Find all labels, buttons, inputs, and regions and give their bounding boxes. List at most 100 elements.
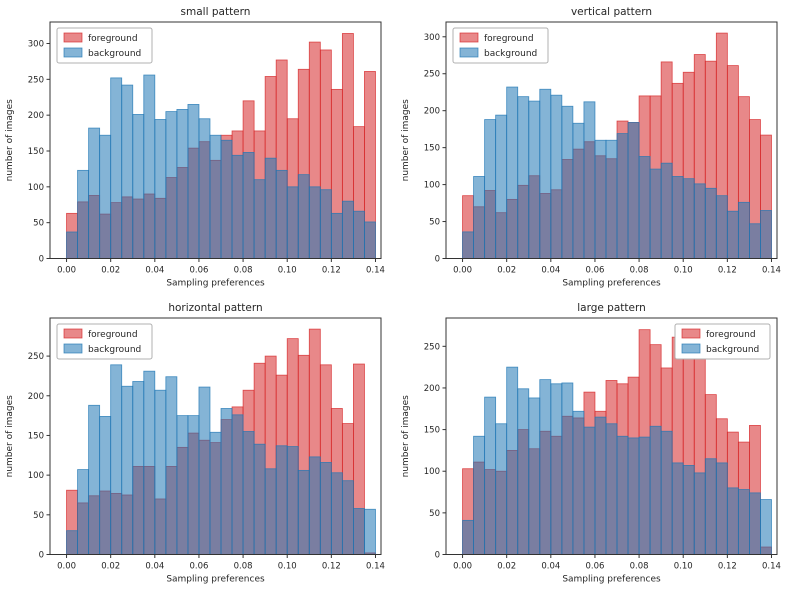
legend-label-background: background [88, 345, 141, 355]
y-tick-label: 50 [429, 218, 440, 228]
x-tick-label: 0.00 [57, 562, 76, 572]
histogram-bar [671, 462, 684, 555]
x-tick-label: 0.12 [718, 266, 737, 276]
histogram-bar [330, 472, 343, 555]
histogram-bar [528, 397, 541, 555]
histogram-bar [77, 469, 90, 555]
x-tick-label: 0.06 [189, 562, 208, 572]
histogram-bar [297, 469, 310, 555]
histogram-bar [484, 396, 497, 555]
histogram-bar [341, 200, 354, 259]
x-axis-label: Sampling preferences [166, 279, 265, 289]
x-tick-label: 0.14 [366, 562, 385, 572]
subplot-title: small pattern [181, 6, 251, 18]
histogram-bar [693, 183, 706, 259]
x-tick-label: 0.14 [762, 562, 781, 572]
histogram-bar [484, 119, 497, 259]
legend-swatch-background [681, 343, 701, 354]
x-axis-label: Sampling preferences [562, 279, 661, 289]
subplot-horizontal-pattern: 0.00 0.02 0.04 0.06 0.08 0.10 0.12 0.14 0 50 100 15… [0, 296, 396, 592]
histogram-bar [66, 231, 78, 259]
x-tick-label: 0.12 [322, 562, 341, 572]
legend-swatch-foreground [681, 328, 701, 339]
legend: foreground background [56, 27, 153, 64]
y-tick-label: 0 [435, 551, 440, 561]
legend-label-background: background [706, 345, 759, 355]
histogram-bar [462, 519, 474, 555]
y-axis-label: number of images [5, 395, 15, 478]
x-tick-label: 0.06 [585, 562, 604, 572]
axes-frame [445, 21, 778, 259]
histogram-bar [231, 414, 244, 555]
histogram-bar [209, 134, 222, 259]
histogram-bar [660, 162, 673, 259]
y-tick-label: 150 [424, 144, 440, 154]
histogram-bar [550, 383, 563, 555]
histogram-bar [198, 118, 211, 259]
histogram-bar [143, 370, 156, 555]
histogram-bar [737, 489, 750, 555]
histogram-bar [264, 468, 277, 555]
histogram-bar [88, 404, 101, 555]
histogram-bar [605, 139, 618, 259]
histogram-bar [176, 109, 189, 259]
legend-label-background: background [88, 49, 141, 59]
histogram-bar [132, 381, 145, 555]
histogram-bar [121, 84, 134, 259]
subplot-large-pattern: 0.00 0.02 0.04 0.06 0.08 0.10 0.12 0.14 0 50 100 15… [396, 296, 792, 592]
histogram-bar [539, 88, 552, 259]
histogram-bar [605, 423, 618, 555]
legend-swatch-background [63, 47, 83, 58]
legend-label-background: background [484, 49, 537, 59]
histogram-bar [539, 379, 552, 555]
y-tick-label: 50 [33, 219, 44, 229]
histogram-bar [297, 174, 310, 259]
histogram-bar [319, 189, 332, 259]
histogram-bar [165, 111, 178, 259]
histogram-bar [704, 458, 717, 555]
histogram-bar [616, 133, 629, 259]
y-tick-label: 50 [429, 509, 440, 519]
histogram-bar [583, 426, 596, 555]
histogram-bar [649, 168, 662, 259]
x-axis: 0.00 0.02 0.04 0.06 0.08 0.10 0.12 0.14 [57, 258, 385, 276]
histogram-svg: 0.00 0.02 0.04 0.06 0.08 0.10 0.12 0.14 0 50 100 15… [401, 6, 781, 289]
y-tick-label: 50 [33, 511, 44, 521]
y-tick-label: 200 [28, 111, 44, 121]
histogram-bar [726, 487, 739, 555]
x-tick-label: 0.10 [674, 562, 693, 572]
x-tick-label: 0.02 [497, 266, 516, 276]
subplot-title: vertical pattern [571, 6, 652, 18]
x-tick-label: 0.04 [145, 562, 164, 572]
y-tick-label: 100 [28, 471, 44, 481]
x-tick-label: 0.04 [145, 266, 164, 276]
histogram-bar [308, 456, 321, 555]
bars-background [462, 86, 772, 259]
x-axis: 0.00 0.02 0.04 0.06 0.08 0.10 0.12 0.14 [453, 258, 781, 276]
histogram-bar [495, 423, 508, 555]
x-tick-label: 0.12 [718, 562, 737, 572]
x-tick-label: 0.14 [762, 266, 781, 276]
subplot-small-pattern: 0.00 0.02 0.04 0.06 0.08 0.10 0.12 0.14 0 50 100 15… [0, 0, 396, 296]
y-tick-label: 300 [28, 40, 44, 50]
y-tick-label: 100 [424, 181, 440, 191]
y-tick-label: 0 [435, 255, 440, 265]
histogram-bar [231, 154, 244, 259]
legend-label-foreground: foreground [88, 330, 138, 340]
x-axis-label: Sampling preferences [562, 575, 661, 585]
histogram-bar [749, 492, 761, 555]
histogram-bar [154, 119, 167, 259]
histogram-bar [561, 382, 574, 555]
x-tick-label: 0.14 [366, 266, 385, 276]
legend-swatch-foreground [459, 32, 479, 43]
y-tick-label: 250 [28, 352, 44, 362]
histogram-bar [473, 435, 486, 555]
x-tick-label: 0.00 [57, 266, 76, 276]
histogram-bar [165, 376, 178, 555]
legend-swatch-foreground [63, 32, 83, 43]
legend-swatch-background [459, 47, 479, 58]
bars-background [66, 364, 376, 555]
y-axis: 0 50 100 150 200 250 [28, 352, 50, 561]
y-tick-label: 250 [424, 70, 440, 80]
